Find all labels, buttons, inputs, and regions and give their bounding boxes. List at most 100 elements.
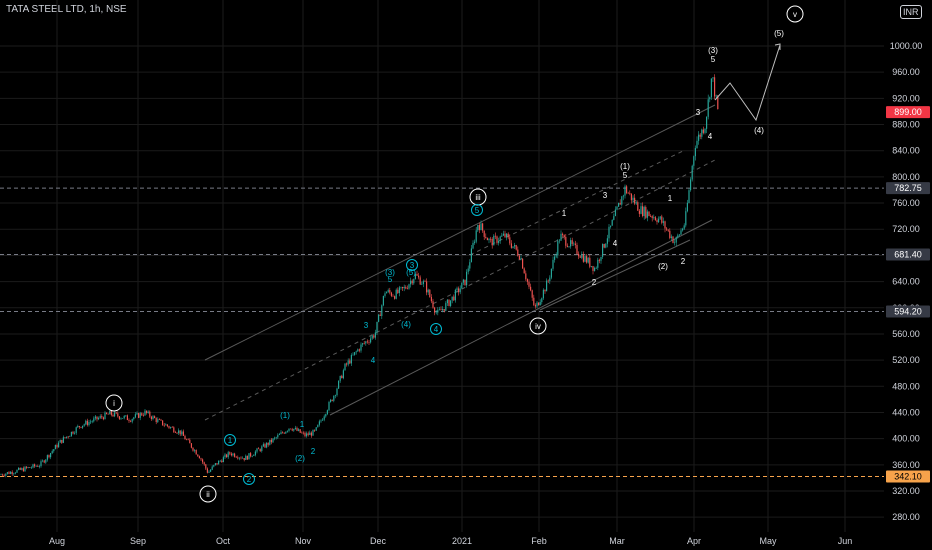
channel-line — [204, 104, 716, 361]
candle-body — [544, 289, 546, 292]
candle-body — [576, 244, 578, 254]
candle-body — [291, 429, 293, 431]
candle-body — [150, 416, 152, 420]
candle-body — [381, 305, 383, 316]
candle-body — [58, 442, 60, 448]
candle-body — [166, 424, 168, 427]
candle-body — [6, 472, 8, 474]
y-tick-label: 760.00 — [892, 198, 920, 208]
candle-body — [250, 453, 252, 457]
candle-body — [640, 206, 642, 214]
candle-body — [379, 314, 381, 316]
candle-body — [387, 290, 389, 293]
candle-body — [320, 420, 322, 422]
candle-body — [366, 341, 368, 343]
candle-body — [571, 240, 573, 244]
candle-body — [45, 459, 47, 463]
candle-body — [662, 221, 664, 223]
candle-body — [589, 257, 591, 267]
candle-body — [186, 439, 188, 441]
candle-body — [451, 296, 453, 301]
candle-body — [219, 460, 221, 462]
candle-body — [200, 458, 202, 460]
candle-body — [602, 243, 604, 257]
candle-body — [16, 469, 18, 473]
candle-body — [674, 242, 676, 244]
candle-body — [598, 259, 600, 261]
candle-body — [512, 246, 514, 248]
candle-body — [462, 279, 464, 283]
candle-body — [237, 457, 239, 459]
candle-body — [53, 449, 55, 452]
candle-body — [624, 186, 626, 196]
time-axis[interactable]: Aug Sep Oct Nov Dec 2021 Feb Mar Apr May Jun — [49, 536, 852, 546]
candle-body — [653, 217, 655, 219]
currency-badge[interactable]: INR — [900, 5, 922, 19]
candle-body — [586, 256, 588, 263]
wave-label: (2) — [295, 454, 305, 463]
candle-body — [301, 432, 303, 434]
candle-body — [78, 426, 80, 427]
candle-body — [283, 432, 285, 434]
candle-body — [603, 243, 605, 248]
candle-body — [59, 439, 61, 443]
candle-body — [590, 266, 592, 267]
candle-body — [277, 435, 279, 438]
candle-body — [440, 309, 442, 311]
candle-body — [717, 95, 719, 110]
wave-label: 5 — [388, 275, 393, 284]
candle-body — [424, 281, 426, 282]
candle-body — [29, 467, 31, 468]
candle-body — [181, 431, 183, 435]
candle-body — [355, 351, 357, 353]
candle-body — [122, 418, 124, 419]
candle-body — [344, 363, 346, 371]
candle-body — [218, 460, 220, 465]
candle-body — [531, 290, 533, 298]
candle-body — [365, 341, 367, 344]
wave-label: 4 — [371, 356, 376, 365]
candle-body — [77, 426, 79, 428]
candle-body — [526, 279, 528, 282]
candle-body — [502, 233, 504, 236]
candle-body — [102, 417, 104, 420]
candle-body — [491, 238, 493, 246]
candle-body — [120, 418, 122, 419]
candle-body — [712, 77, 714, 79]
candle-body — [435, 312, 437, 314]
candle-body — [259, 449, 261, 452]
candle-body — [74, 432, 76, 434]
candle-body — [75, 427, 77, 433]
candle-body — [578, 253, 580, 257]
candle-body — [170, 427, 172, 428]
candle-body — [248, 453, 250, 460]
candle-body — [91, 421, 93, 422]
wave-label: ii — [206, 490, 210, 499]
candle-body — [202, 459, 204, 463]
candle-body — [254, 451, 256, 456]
candle-body — [509, 237, 511, 244]
candle-body — [86, 420, 88, 425]
chart-title: TATA STEEL LTD, 1h, NSE — [6, 4, 127, 15]
candle-body — [187, 439, 189, 441]
candle-body — [262, 444, 264, 447]
candle-body — [360, 344, 362, 351]
candle-body — [573, 243, 575, 245]
candle-body — [2, 474, 4, 476]
candle-body — [189, 439, 191, 444]
candle-body — [469, 262, 471, 269]
candle-body — [21, 468, 23, 470]
candle-body — [597, 259, 599, 268]
candle-body — [234, 453, 236, 457]
candle-body — [56, 444, 58, 448]
candle-body — [90, 421, 92, 423]
price-tag-label: 342.10 — [894, 472, 922, 482]
candle-body — [453, 296, 455, 301]
candle-body — [126, 415, 128, 421]
candle-body — [11, 471, 13, 475]
candle-body — [437, 309, 439, 313]
candle-body — [154, 416, 156, 419]
candle-body — [494, 235, 496, 237]
wave-label: 4 — [708, 132, 713, 141]
